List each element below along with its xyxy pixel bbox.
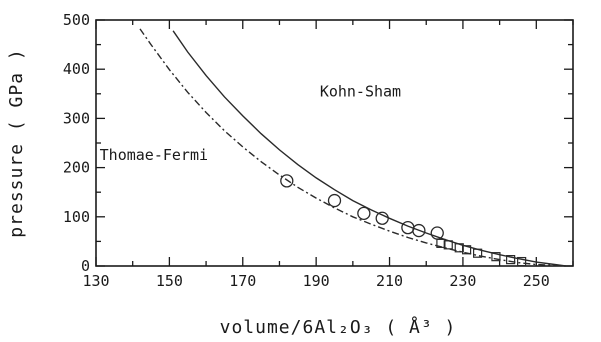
kohn-sham-curve (172, 30, 566, 267)
y-tick-label: 100 (63, 208, 90, 226)
x-tick-label: 250 (523, 272, 550, 290)
y-tick-label: 300 (63, 109, 90, 127)
square-marker (436, 238, 446, 248)
square-marker (506, 255, 516, 265)
y-tick-label: 400 (63, 60, 90, 78)
y-tick-label: 200 (63, 159, 90, 177)
annotations: Kohn-Sham Thomae-Fermi (100, 82, 401, 164)
markers (280, 174, 527, 267)
circle-marker (357, 206, 371, 221)
ticks (95, 19, 574, 267)
square-marker (454, 243, 464, 253)
x-tick-label: 210 (376, 272, 403, 290)
y-tick-label: 500 (63, 11, 90, 29)
x-tick-label: 170 (229, 272, 256, 290)
plot-frame (95, 19, 574, 267)
x-axis-title: volume/6Al₂O₃ ( Å³ ) (220, 316, 457, 338)
x-tick-label: 190 (303, 272, 330, 290)
kohn-sham-label: Kohn-Sham (320, 82, 401, 100)
tick-labels: 130 150 170 190 210 230 250 0 100 200 300 400 500 (63, 11, 550, 290)
square-marker (443, 240, 453, 250)
y-tick-label: 0 (81, 257, 90, 275)
x-tick-label: 130 (82, 272, 109, 290)
square-marker (491, 252, 501, 262)
circle-marker (375, 211, 389, 225)
thomas-fermi-label: Thomae-Fermi (100, 146, 208, 164)
square-marker (473, 248, 483, 258)
square-marker (517, 256, 527, 267)
square-marker (461, 245, 472, 255)
x-tick-label: 150 (156, 272, 183, 290)
y-axis-title: pressure ( GPa ) (6, 48, 27, 237)
circle-marker (327, 193, 342, 208)
circle-marker (280, 174, 294, 188)
circle-marker (412, 223, 426, 238)
x-tick-label: 230 (449, 272, 476, 290)
axes (95, 19, 574, 267)
